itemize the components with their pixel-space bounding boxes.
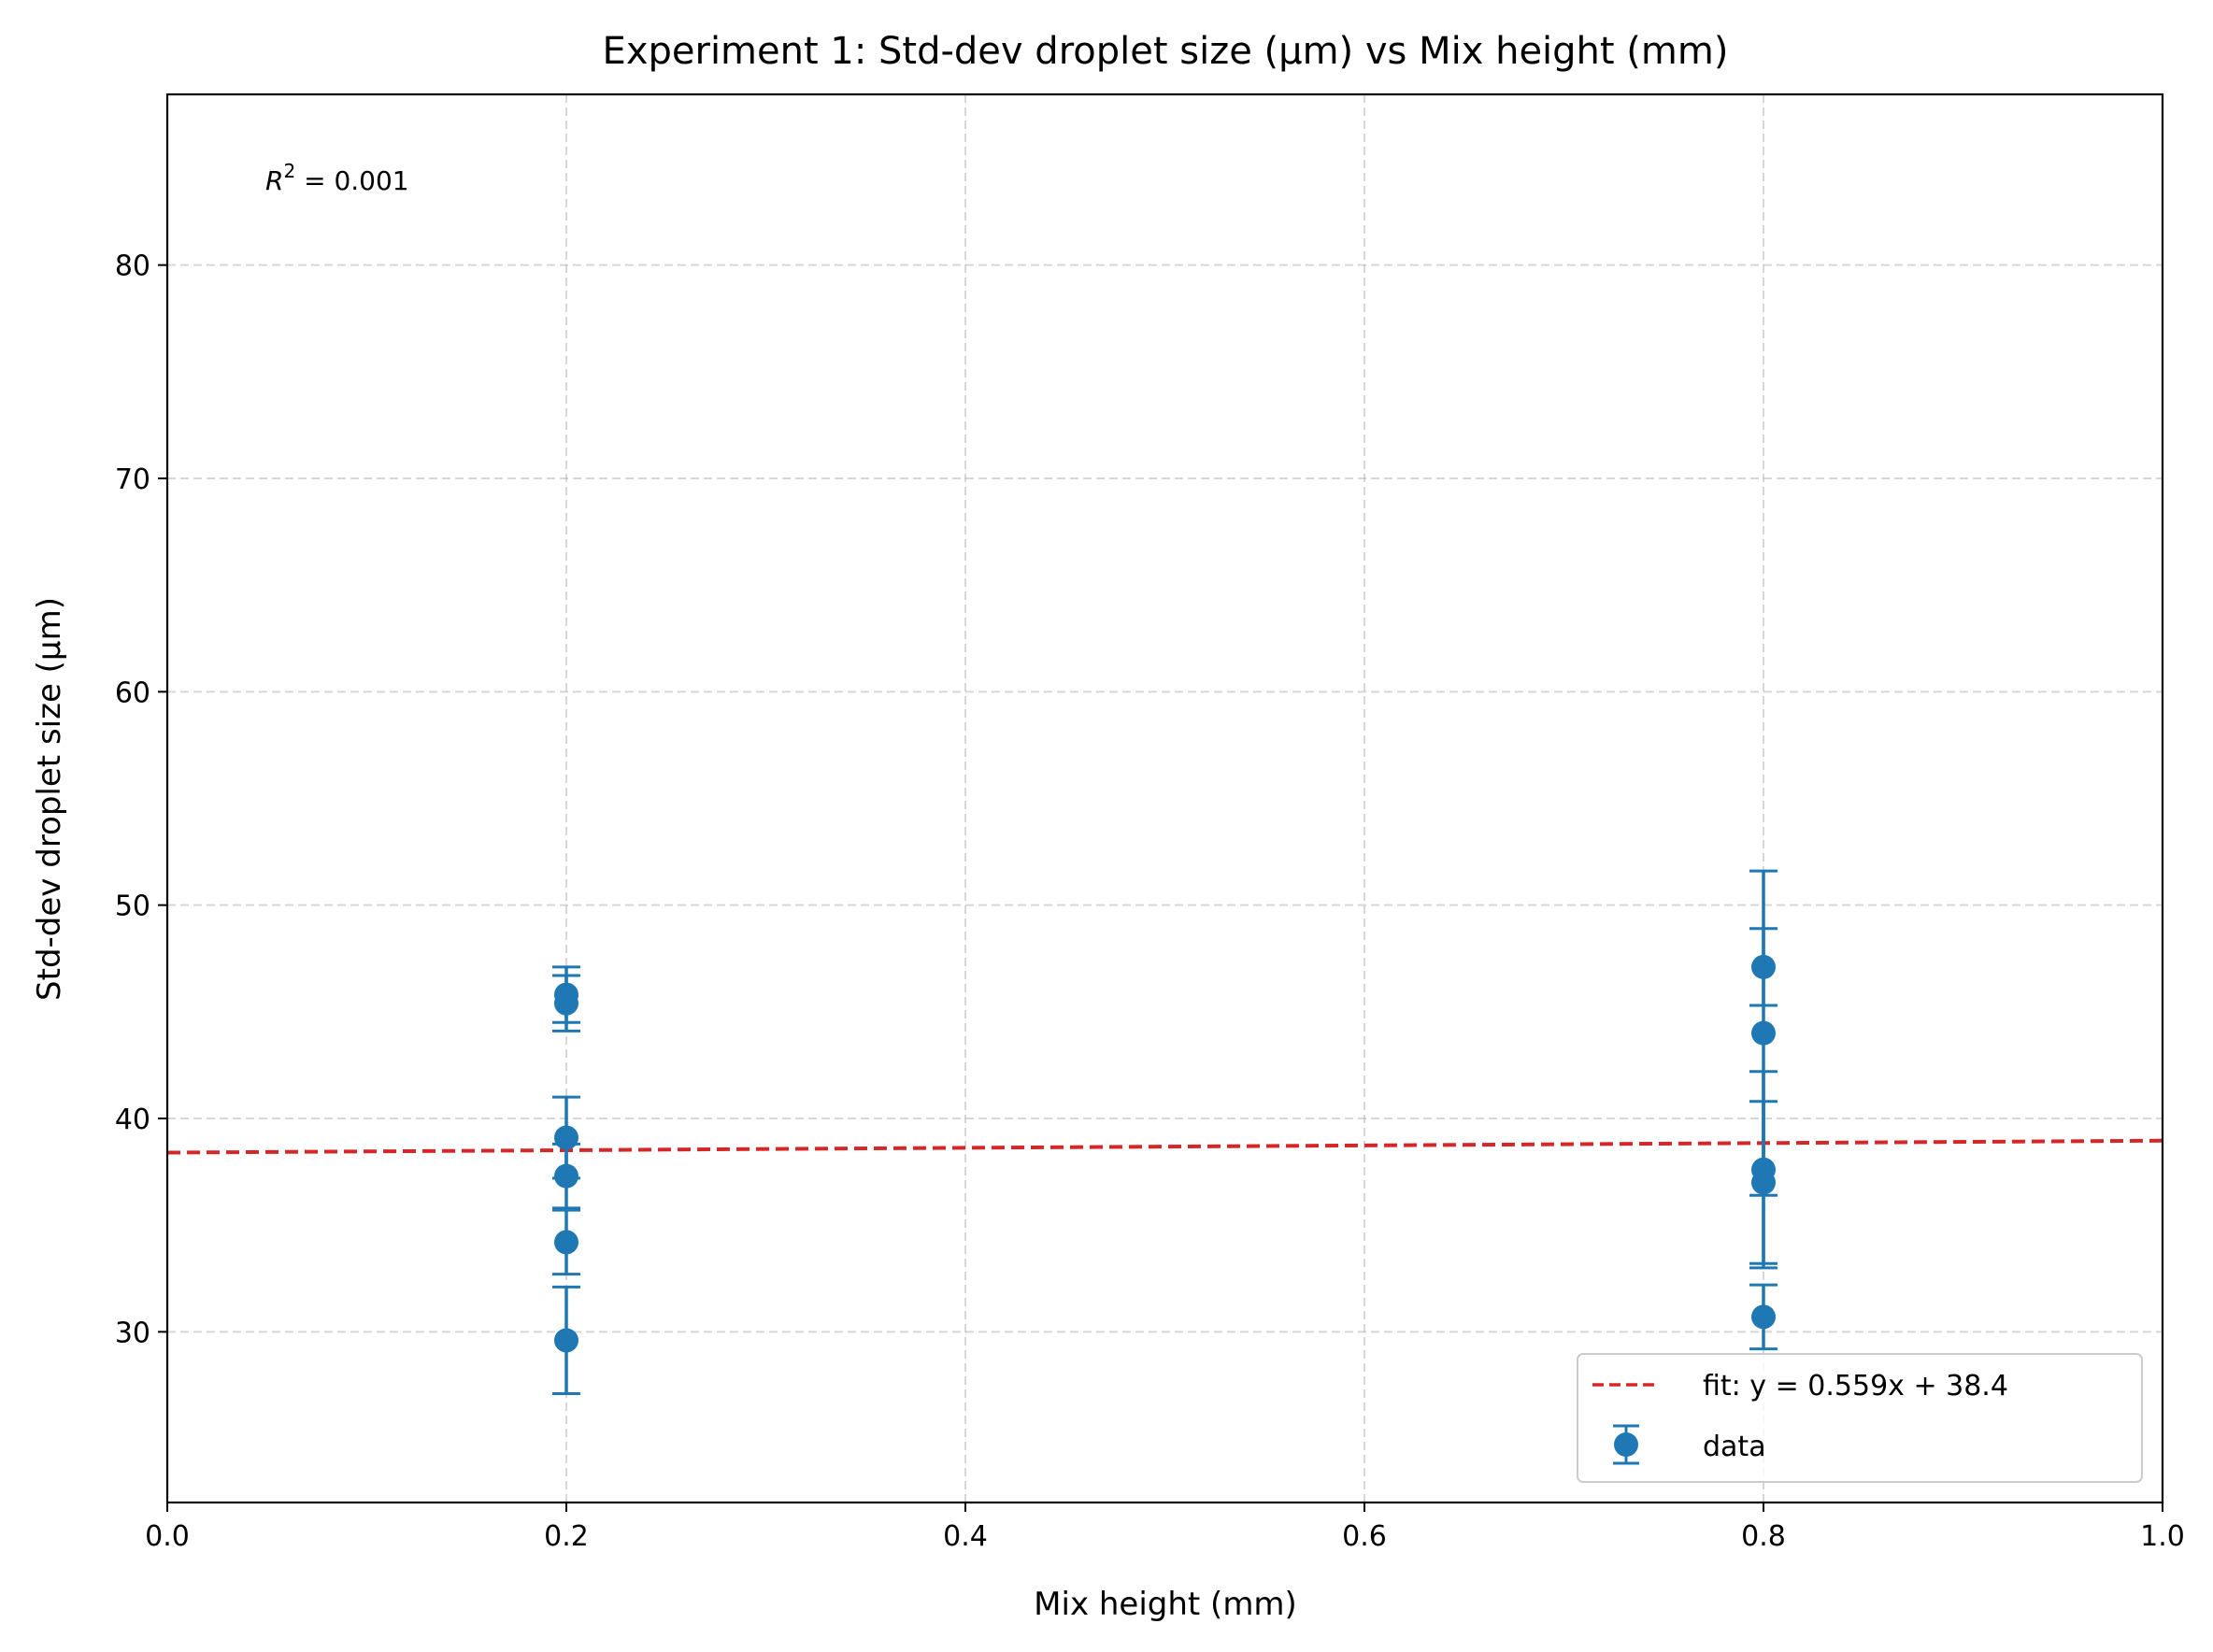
x-tick-label: 0.2 [544, 1520, 589, 1553]
y-axis-label: Std-dev droplet size (µm) [31, 597, 68, 1001]
data-point [1749, 1283, 1778, 1351]
y-tick-label: 40 [115, 1104, 150, 1136]
legend-data-label: data [1703, 1431, 1766, 1463]
x-tick-label: 0.8 [1741, 1520, 1786, 1553]
y-tick-label: 80 [115, 250, 150, 283]
data-marker [1751, 1020, 1776, 1046]
grid [167, 94, 2163, 1502]
data-point [552, 974, 580, 1032]
data-point [552, 1208, 580, 1276]
x-tick-label: 1.0 [2140, 1520, 2185, 1553]
data-marker [554, 1328, 578, 1353]
data-marker [1751, 1304, 1776, 1330]
x-axis-label: Mix height (mm) [1034, 1586, 1297, 1623]
legend-box [1577, 1353, 2143, 1483]
data-point [1749, 1100, 1778, 1265]
legend-data-swatch [1613, 1424, 1639, 1465]
y-tick-label: 50 [115, 890, 150, 923]
x-tick-label: 0.0 [145, 1520, 190, 1553]
r2-value: = 0.001 [295, 165, 408, 196]
data-marker [1751, 1170, 1776, 1195]
data-point [552, 1142, 580, 1210]
plot-frame [165, 93, 2164, 1504]
data-point [552, 1285, 580, 1396]
y-axis: 30 40 50 60 70 80 [115, 250, 167, 1349]
x-axis: 0.0 0.2 0.4 0.6 0.8 1.0 [145, 1502, 2185, 1553]
legend-fit-label: fit: y = 0.559x + 38.4 [1703, 1370, 2008, 1403]
data-layer [552, 869, 1778, 1396]
legend: fit: y = 0.559x + 38.4 data [1577, 1353, 2143, 1483]
y-tick-label: 70 [115, 463, 150, 496]
x-tick-label: 0.6 [1342, 1520, 1387, 1553]
r2-symbol: R [265, 165, 283, 196]
r-squared-annotation: R2 = 0.001 [265, 160, 409, 196]
data-marker [554, 990, 578, 1016]
y-tick-label: 60 [115, 676, 150, 709]
y-tick-label: 30 [115, 1317, 150, 1349]
chart-title: Experiment 1: Std-dev droplet size (µm) … [603, 30, 1729, 73]
data-marker [554, 1163, 578, 1189]
x-tick-label: 0.4 [943, 1520, 988, 1553]
data-marker [554, 1230, 578, 1255]
r2-exponent: 2 [283, 160, 295, 182]
